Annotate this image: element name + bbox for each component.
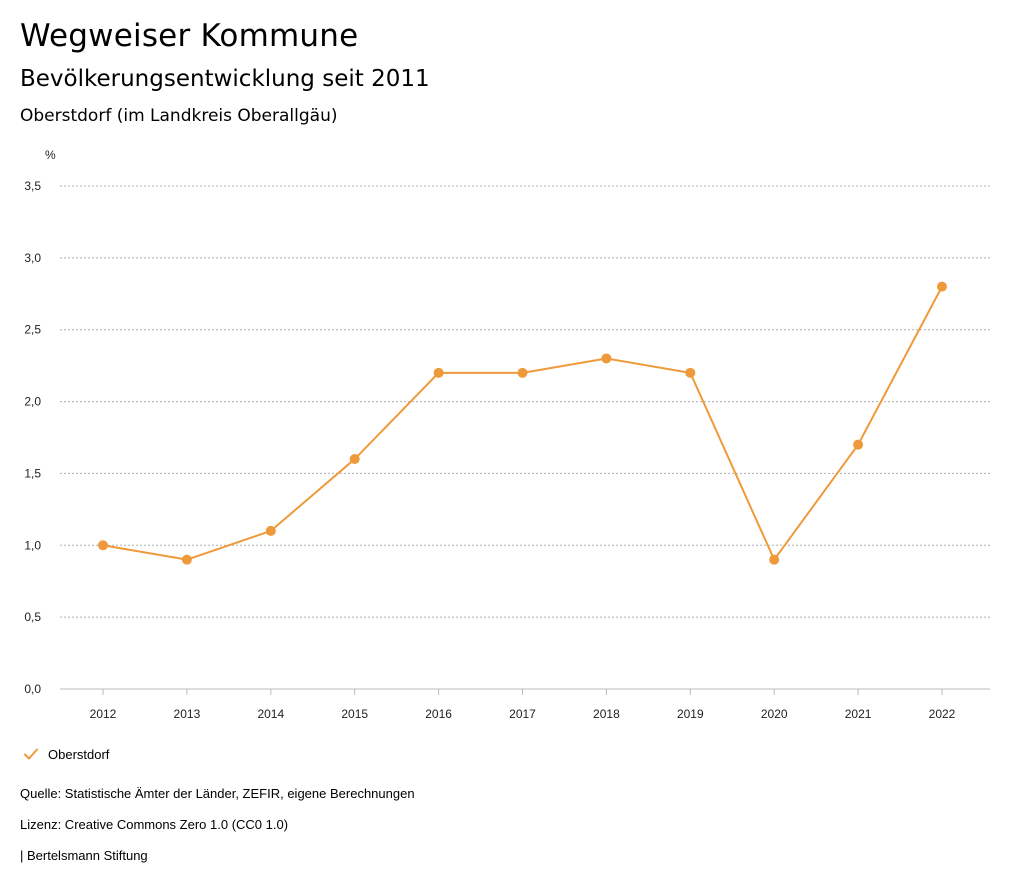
check-icon xyxy=(24,748,38,760)
x-tick-label: 2014 xyxy=(257,707,284,721)
series-line xyxy=(102,286,943,561)
region-label: Oberstdorf (im Landkreis Oberallgäu) xyxy=(20,106,338,126)
x-tick-label: 2016 xyxy=(425,707,452,721)
x-tick-label: 2012 xyxy=(90,707,117,721)
data-point[interactable] xyxy=(853,439,864,450)
data-point[interactable] xyxy=(517,367,528,378)
chart-title: Wegweiser Kommune xyxy=(20,18,359,54)
y-tick-label: 3,5 xyxy=(24,179,41,193)
legend-item-oberstdorf[interactable]: Oberstdorf xyxy=(22,745,109,763)
legend-label: Oberstdorf xyxy=(48,746,110,762)
data-point[interactable] xyxy=(769,554,780,565)
data-point[interactable] xyxy=(265,525,276,536)
data-point[interactable] xyxy=(349,454,360,465)
series-oberstdorf xyxy=(98,281,947,565)
x-axis: 2012 2013 2014 2015 2016 2017 2018 2019 2020 2021… xyxy=(90,689,956,721)
x-tick-label: 2022 xyxy=(929,707,956,721)
x-tick-label: 2015 xyxy=(341,707,368,721)
source-note: Quelle: Statistische Ämter der Länder, Z… xyxy=(20,786,415,801)
data-point[interactable] xyxy=(98,540,108,551)
y-axis-unit: % xyxy=(45,148,56,162)
y-tick-label: 0,0 xyxy=(24,682,41,696)
x-tick-label: 2021 xyxy=(845,707,872,721)
data-point[interactable] xyxy=(181,554,192,565)
data-point[interactable] xyxy=(601,353,612,364)
x-tick-label: 2019 xyxy=(677,707,704,721)
y-axis: 0,0 0,5 1,0 1,5 2,0 2,5 3,0 3,5 xyxy=(24,179,41,696)
x-tick-label: 2020 xyxy=(761,707,788,721)
chart-subtitle: Bevölkerungsentwicklung seit 2011 xyxy=(20,66,430,92)
y-tick-label: 3,0 xyxy=(24,251,41,265)
x-tick-label: 2018 xyxy=(593,707,620,721)
line-chart: 0,00,51,01,52,02,53,03,5 2012 2013 2014 201… xyxy=(24,148,990,721)
license-note: Lizenz: Creative Commons Zero 1.0 (CC0 1… xyxy=(20,817,289,832)
data-point[interactable] xyxy=(433,367,444,378)
x-tick-label: 2017 xyxy=(509,707,536,721)
y-tick-label: 1,0 xyxy=(24,538,41,552)
y-tick-label: 2,0 xyxy=(24,395,41,409)
y-tick-label: 1,5 xyxy=(24,466,41,480)
publisher-note: | Bertelsmann Stiftung xyxy=(20,848,148,863)
data-point[interactable] xyxy=(937,281,947,292)
x-tick-label: 2013 xyxy=(174,707,201,721)
data-point[interactable] xyxy=(685,367,696,378)
y-tick-label: 0,5 xyxy=(24,610,41,624)
gridlines xyxy=(60,185,990,690)
y-tick-label: 2,5 xyxy=(24,323,41,337)
